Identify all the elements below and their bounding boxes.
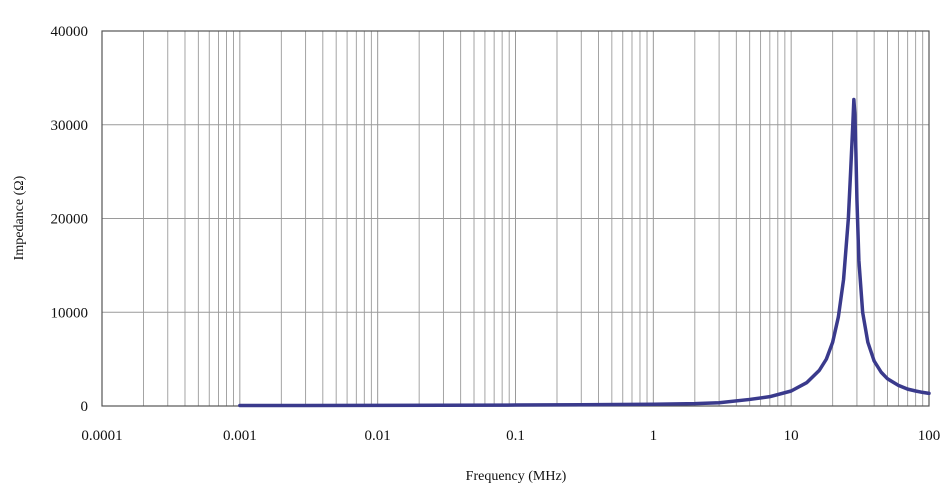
x-tick-label: 0.0001 [81,428,122,444]
y-tick-label: 10000 [51,305,89,321]
y-tick-label: 0 [81,399,89,415]
impedance-series-line [238,97,931,408]
y-tick-label: 40000 [51,24,89,40]
x-tick-label: 100 [918,428,941,444]
x-tick-label: 10 [784,428,799,444]
y-tick-labels: 0 10000 20000 30000 40000 [51,24,89,415]
x-tick-label: 0.001 [223,428,257,444]
series-layer [238,97,931,408]
y-axis-label: Impedance (Ω) [12,175,27,260]
x-tick-label: 1 [650,428,658,444]
y-tick-label: 30000 [51,118,89,134]
y-tick-label: 20000 [51,212,89,228]
x-tick-label: 0.01 [365,428,391,444]
x-tick-labels: 0.0001 0.001 0.01 0.1 1 10 100 [81,428,940,444]
x-tick-label: 0.1 [506,428,525,444]
x-axis-label: Frequency (MHz) [466,469,567,484]
